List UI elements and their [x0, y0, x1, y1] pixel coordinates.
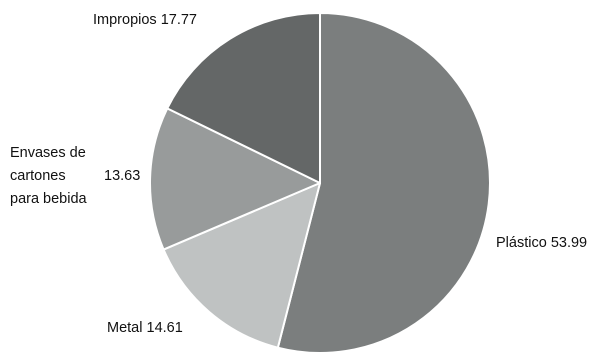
label-metal-name: Metal	[107, 320, 142, 336]
label-plastico-name: Plástico	[496, 235, 547, 251]
pie-slice-impropios	[166, 12, 321, 184]
label-impropios-name: Impropios	[93, 12, 157, 28]
label-envases-line3: para bebida	[10, 191, 88, 207]
pie-slice-plastico	[276, 12, 491, 354]
label-envases-line1: Envases de	[10, 145, 86, 161]
pie-slice-envases-de-cartones-para-bebida	[149, 107, 321, 251]
label-plastico: Plástico 53.99	[496, 235, 587, 251]
label-metal-value: 14.61	[147, 320, 183, 336]
label-impropios: Impropios 17.77	[93, 12, 197, 28]
label-impropios-value: 17.77	[161, 12, 197, 28]
label-metal: Metal 14.61	[107, 320, 183, 336]
pie-slice-metal	[162, 182, 321, 349]
label-plastico-value: 53.99	[551, 235, 587, 251]
label-envases-line2: cartones	[10, 168, 66, 184]
label-envases-value: 13.63	[104, 168, 140, 184]
pie-slices	[149, 12, 491, 354]
